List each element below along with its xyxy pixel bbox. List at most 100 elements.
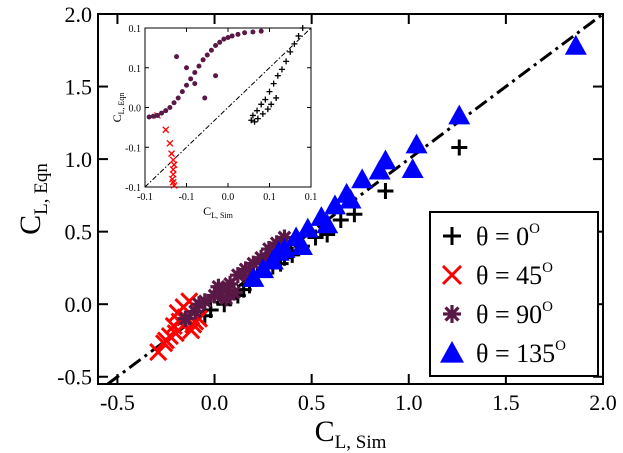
legend-label: θ = 0O [476,221,540,251]
data-point [368,159,391,180]
inset-data-point [268,101,275,108]
inset-data-point [278,66,285,73]
inset-data-point [258,101,265,108]
inset-plot: -0.1 -0.1 0.0 0.1 0.10.10.10.0-0.1-0.1CL, Si… [110,24,317,220]
y-tick-label: 0.0 [65,292,93,317]
inset-data-point [192,81,198,87]
series-x [149,292,209,362]
data-point [149,343,168,362]
data-point [377,183,394,200]
inset-data-point [291,40,298,47]
inset-data-point [171,100,177,106]
data-point [351,168,374,189]
inset-data-point [221,36,227,42]
data-point [156,331,176,350]
data-point [245,255,262,272]
x-tick-label: 1.5 [492,390,520,415]
inset-data-point [166,139,174,147]
inset-y-axis-title: CL, Eqn [110,93,126,123]
data-point [187,303,204,320]
y-tick-label: 1.0 [65,147,93,172]
data-point [177,310,194,327]
x-tick-label: 1.0 [395,390,423,415]
legend-label: θ = 135O [476,338,566,368]
data-point [206,287,223,304]
inset-data-point [167,105,173,110]
inset-y-tick-label: -0.1 [125,183,141,194]
y-tick-label: 0.5 [65,220,93,245]
data-point [332,212,349,229]
inset-data-point [188,76,194,82]
legend-label: θ = 45O [476,260,553,290]
inset-data-point [175,95,181,101]
data-point [401,158,424,179]
data-point [218,290,235,307]
data-point [222,275,239,292]
inset-data-point [250,29,256,35]
inset-data-point [270,80,277,87]
inset-y-tick-label: 0.1 [129,64,142,75]
inset-data-point [266,88,273,95]
inset-data-point [179,89,185,95]
inset-series-plus [248,25,306,125]
inset-data-point [248,117,255,124]
data-point [257,252,274,269]
y-tick-label: 2.0 [65,2,93,27]
x-tick-label: 0.0 [201,390,229,415]
inset-data-point [163,108,169,114]
series-triangle [242,34,587,287]
data-point [225,284,242,301]
inset-data-point [259,110,266,117]
data-point [296,217,319,238]
inset-data-point [251,118,258,125]
inset-y-tick-label: -0.1 [125,143,141,154]
inset-data-point [202,95,208,101]
inset-data-point [146,114,152,120]
inset-data-point [200,57,206,63]
legend-marker [440,341,464,363]
inset-data-point [196,63,202,69]
data-point [451,139,468,156]
inset-data-point [208,47,214,53]
y-tick-label: -0.5 [57,365,92,390]
y-tick-label: 1.5 [65,75,93,100]
data-point [323,194,346,215]
inset-x-tick-label: 0.0 [222,192,235,203]
inset-data-point [168,150,176,158]
inset-series-dot [146,28,264,120]
data-point [166,324,185,343]
legend-marker [443,227,461,245]
data-point [339,188,362,209]
data-point [229,267,246,284]
inset-data-point [217,39,223,45]
plot-frame [97,13,604,385]
legend-label: θ = 90O [476,299,553,329]
inset-data-point [287,48,294,55]
data-point [268,235,285,252]
x-tick-label: 0.5 [298,390,326,415]
inset-data-point [150,113,156,119]
inset-data-point [235,31,241,37]
x-axis-title: CL, Sim [315,415,387,453]
inset-x-tick-label: 0.1 [305,192,318,203]
inset-data-point [273,94,280,101]
inset-data-point [184,65,189,71]
data-point [290,235,313,255]
inset-data-point [254,115,261,122]
data-point [242,267,265,287]
data-point [196,293,213,310]
inset-x-tick-label: -0.1 [179,192,195,203]
data-point [316,213,339,234]
inset-data-point [154,112,160,118]
inset-reference-line [144,27,312,188]
x-tick-label: 2.0 [589,390,617,415]
data-point [267,240,290,261]
data-point [237,261,254,278]
legend: θ = 0O θ = 45O θ = 90O θ = 135O [429,211,599,377]
inset-data-point [274,72,281,79]
inset-data-point [258,28,264,34]
y-axis-title: CL, Eqn [14,163,52,235]
legend-marker [443,305,461,323]
inset-x-axis-title: CL, Sim [203,204,234,220]
